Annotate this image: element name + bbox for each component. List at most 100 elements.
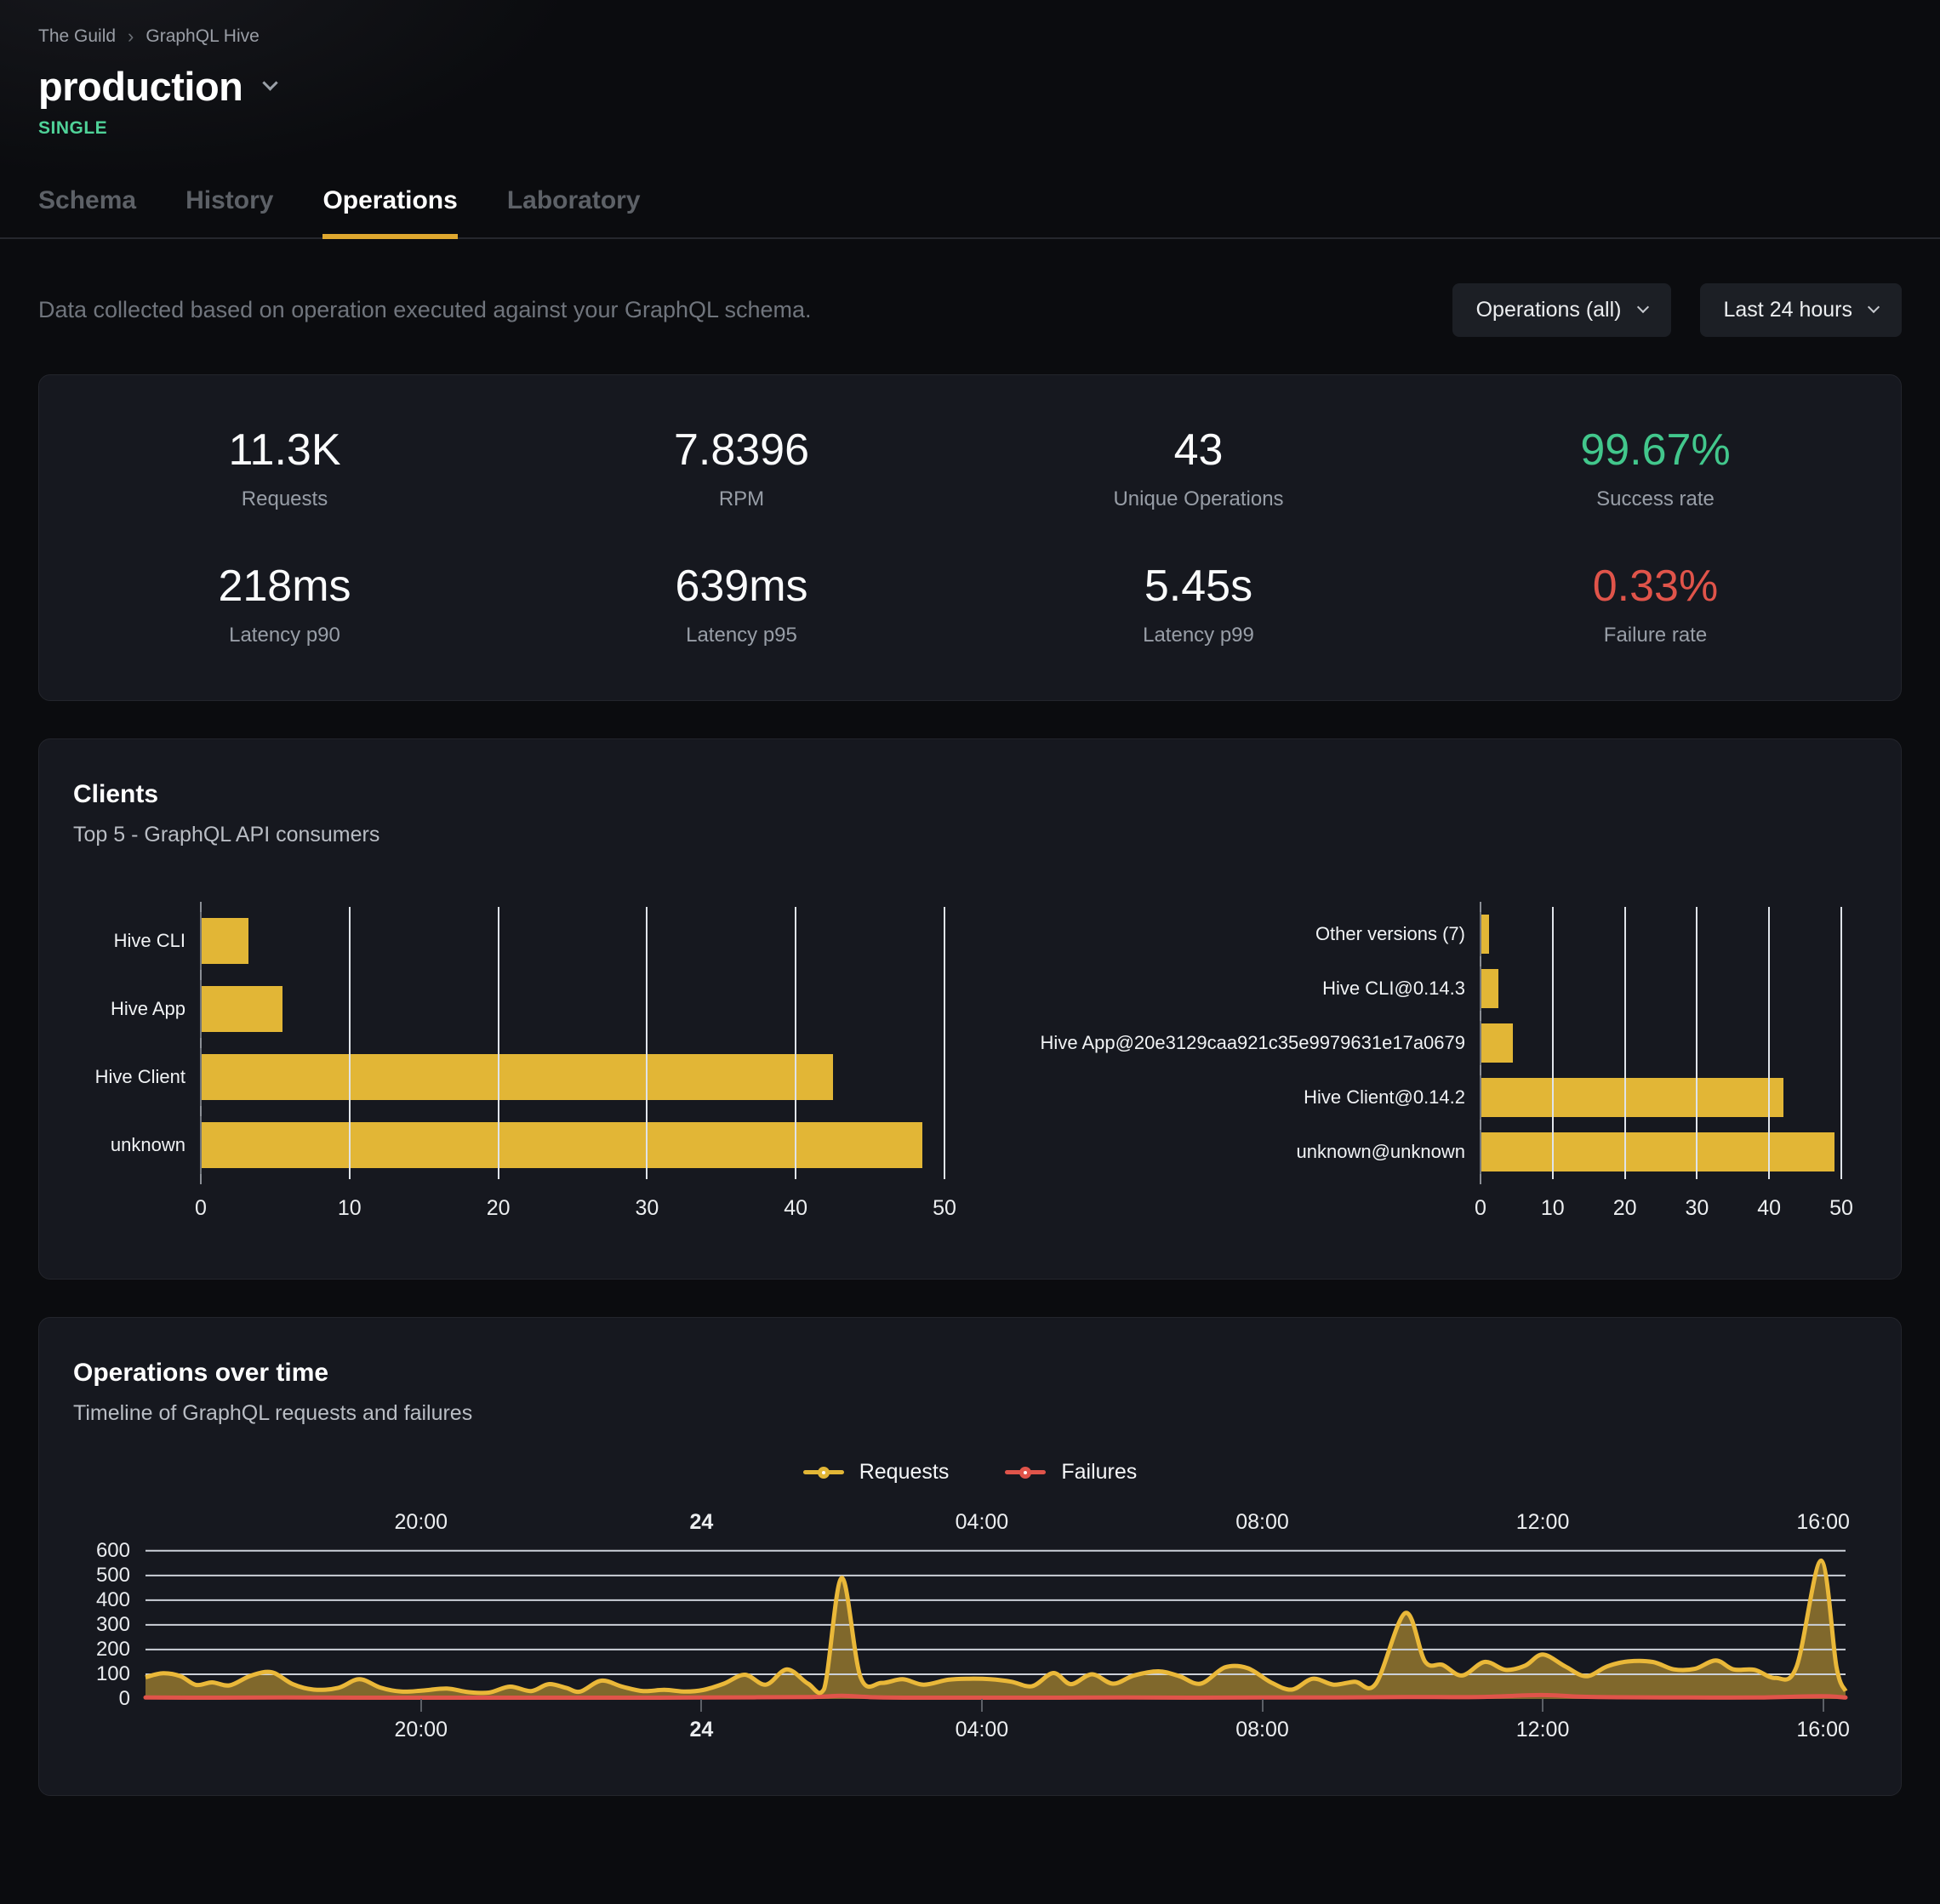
bar-other-versions-7[interactable]: [1481, 915, 1490, 954]
bar-hive-cli-0-14-3[interactable]: [1481, 969, 1499, 1008]
breadcrumb-org-link[interactable]: The Guild: [38, 26, 117, 46]
bar-x-axis: 0 10 20 30 40 50: [195, 1196, 956, 1232]
x-tick-label: 16:00: [1796, 1718, 1850, 1742]
y-tick-label: 300: [95, 1612, 130, 1636]
timeline-chart[interactable]: 20:00 24 04:00 08:00 12:00 16:00 0 100 200 300 40…: [73, 1510, 1867, 1748]
timeline-plot[interactable]: [143, 1546, 1848, 1712]
legend-label: Failures: [1061, 1460, 1138, 1484]
bar-category-label: Other versions (7): [1315, 923, 1465, 944]
x-axis-tick: [1542, 1699, 1544, 1712]
stat-rpm: 7.8396 RPM: [513, 425, 970, 511]
x-tick-label: 08:00: [1235, 1510, 1289, 1534]
operations-title: Operations over time: [73, 1359, 329, 1387]
bar-row-hive-client: Hive Client: [73, 1043, 970, 1111]
y-tick-label: 600: [95, 1538, 130, 1562]
chevron-down-icon: [1867, 300, 1880, 313]
stats-card: 11.3K Requests 7.8396 RPM 43 Unique Operation…: [38, 374, 1902, 701]
clients-card: Clients Top 5 - GraphQL API consumers Hi…: [38, 738, 1902, 1280]
x-tick-label: 10: [337, 1196, 362, 1220]
bar-row-hive-client-0-14-2: Hive Client@0.14.2: [970, 1070, 1867, 1125]
toolbar: Data collected based on operation execut…: [0, 283, 1940, 337]
legend-label: Requests: [859, 1460, 950, 1484]
clients-by-version-chart[interactable]: Other versions (7) Hive CLI@0.14.3 Hive Ap…: [970, 902, 1867, 1232]
timeline-ylabels: 0 100 200 300 400 500 600: [73, 1539, 146, 1710]
stat-value: 7.8396: [673, 425, 810, 475]
stat-latency-p95: 639ms Latency p95: [513, 561, 970, 647]
chevron-down-icon: [1636, 300, 1649, 313]
tab-bar: Schema History Operations Laboratory: [0, 186, 1940, 239]
x-tick-label: 50: [933, 1196, 956, 1220]
x-tick-label: 20:00: [394, 1510, 448, 1534]
operations-filter-dropdown[interactable]: Operations (all): [1452, 283, 1671, 337]
page-title: production: [38, 64, 243, 109]
legend-dot-icon: [817, 1466, 830, 1479]
clients-charts-row: Hive CLI Hive App Hive Client unknown 0 10 20 3…: [73, 902, 1867, 1232]
tab-history[interactable]: History: [185, 186, 274, 214]
legend-item-requests[interactable]: Requests: [802, 1460, 950, 1485]
tab-operations[interactable]: Operations: [322, 186, 459, 239]
page-header: The Guild › GraphQL Hive production SING…: [0, 0, 1940, 139]
x-tick-label: 0: [195, 1196, 207, 1220]
bar-hive-app[interactable]: [201, 986, 283, 1032]
stat-value: 639ms: [675, 562, 808, 611]
toolbar-description: Data collected based on operation execut…: [38, 297, 812, 322]
breadcrumb: The Guild › GraphQL Hive: [38, 26, 1902, 48]
breadcrumb-project-link[interactable]: GraphQL Hive: [146, 26, 260, 46]
x-axis-tick: [980, 1699, 983, 1712]
x-tick-label: 0: [1475, 1196, 1486, 1220]
bar-category-label: Hive App: [110, 998, 185, 1019]
y-tick-label: 400: [95, 1588, 130, 1611]
bar-category-label: Hive CLI: [113, 930, 185, 951]
stat-value: 11.3K: [228, 425, 341, 475]
stat-value: 218ms: [218, 562, 351, 611]
y-tick-label: 100: [95, 1662, 130, 1685]
x-tick-label: 24: [689, 1510, 714, 1534]
bar-category-label: Hive Client@0.14.2: [1304, 1086, 1465, 1108]
y-tick-label: 500: [95, 1563, 130, 1587]
bar-plot: Hive CLI Hive App Hive Client unknown: [73, 902, 970, 1184]
x-axis-tick: [1822, 1699, 1824, 1712]
stat-success-rate: 99.67% Success rate: [1427, 425, 1884, 511]
failures-line: [143, 1692, 1848, 1701]
bar-track: [201, 1111, 944, 1179]
x-tick-label: 20: [486, 1196, 511, 1220]
x-tick-label: 20:00: [394, 1718, 448, 1742]
chevron-down-icon[interactable]: [262, 75, 279, 91]
bar-hive-app-20e3129caa921c35e9979631e17a0679[interactable]: [1481, 1023, 1514, 1063]
bar-hive-cli[interactable]: [201, 918, 248, 964]
timeline-svg: [143, 1549, 1848, 1701]
timeline-xlabels-bottom: 20:00 24 04:00 08:00 12:00 16:00: [146, 1718, 1850, 1748]
bar-row-hive-cli: Hive CLI: [73, 907, 970, 975]
operations-subtitle: Timeline of GraphQL requests and failure…: [73, 1401, 473, 1425]
time-range-dropdown[interactable]: Last 24 hours: [1699, 283, 1902, 337]
bar-category-label: unknown@unknown: [1296, 1141, 1465, 1162]
x-tick-label: 12:00: [1515, 1510, 1570, 1534]
dropdown-label: Operations (all): [1475, 298, 1622, 322]
tab-schema[interactable]: Schema: [38, 186, 137, 214]
stat-latency-p99: 5.45s Latency p99: [970, 561, 1427, 647]
bar-unknown-unknown[interactable]: [1481, 1132, 1834, 1171]
legend-line-icon: [802, 1466, 844, 1479]
bar-unknown[interactable]: [201, 1122, 922, 1168]
bar-track: [1481, 907, 1841, 961]
x-tick-label: 12:00: [1515, 1718, 1570, 1742]
legend-item-failures[interactable]: Failures: [1005, 1460, 1137, 1485]
bar-row-hive-app-20e3129caa921c35e9979631e17a0679: Hive App@20e3129caa921c35e9979631e17a067…: [970, 1016, 1867, 1070]
x-axis-tick: [1261, 1699, 1264, 1712]
x-tick-label: 40: [784, 1196, 808, 1220]
stat-value: 0.33%: [1592, 562, 1719, 611]
x-tick-label: 30: [1685, 1196, 1709, 1220]
bar-hive-client[interactable]: [201, 1054, 833, 1100]
clients-title: Clients: [73, 780, 159, 808]
clients-by-name-chart[interactable]: Hive CLI Hive App Hive Client unknown 0 10 20 3…: [73, 902, 970, 1232]
tab-laboratory[interactable]: Laboratory: [506, 186, 641, 214]
bar-row-hive-cli-0-14-3: Hive CLI@0.14.3: [970, 961, 1867, 1016]
stat-value: 5.45s: [1144, 562, 1253, 611]
bar-hive-client-0-14-2[interactable]: [1481, 1078, 1784, 1117]
bar-track: [201, 907, 944, 975]
x-tick-label: 20: [1612, 1196, 1637, 1220]
x-tick-label: 10: [1540, 1196, 1565, 1220]
stat-value: 43: [1173, 425, 1224, 475]
operations-card: Operations over time Timeline of GraphQL…: [38, 1317, 1902, 1796]
x-tick-label: 30: [635, 1196, 659, 1220]
